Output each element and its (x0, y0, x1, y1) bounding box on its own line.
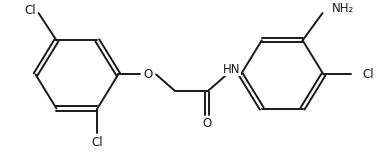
Text: HN: HN (223, 63, 241, 76)
Text: Cl: Cl (25, 4, 36, 17)
Text: Cl: Cl (91, 136, 103, 149)
Text: O: O (144, 68, 153, 81)
Text: Cl: Cl (362, 68, 374, 81)
Text: NH₂: NH₂ (331, 2, 354, 15)
Text: O: O (202, 117, 212, 130)
